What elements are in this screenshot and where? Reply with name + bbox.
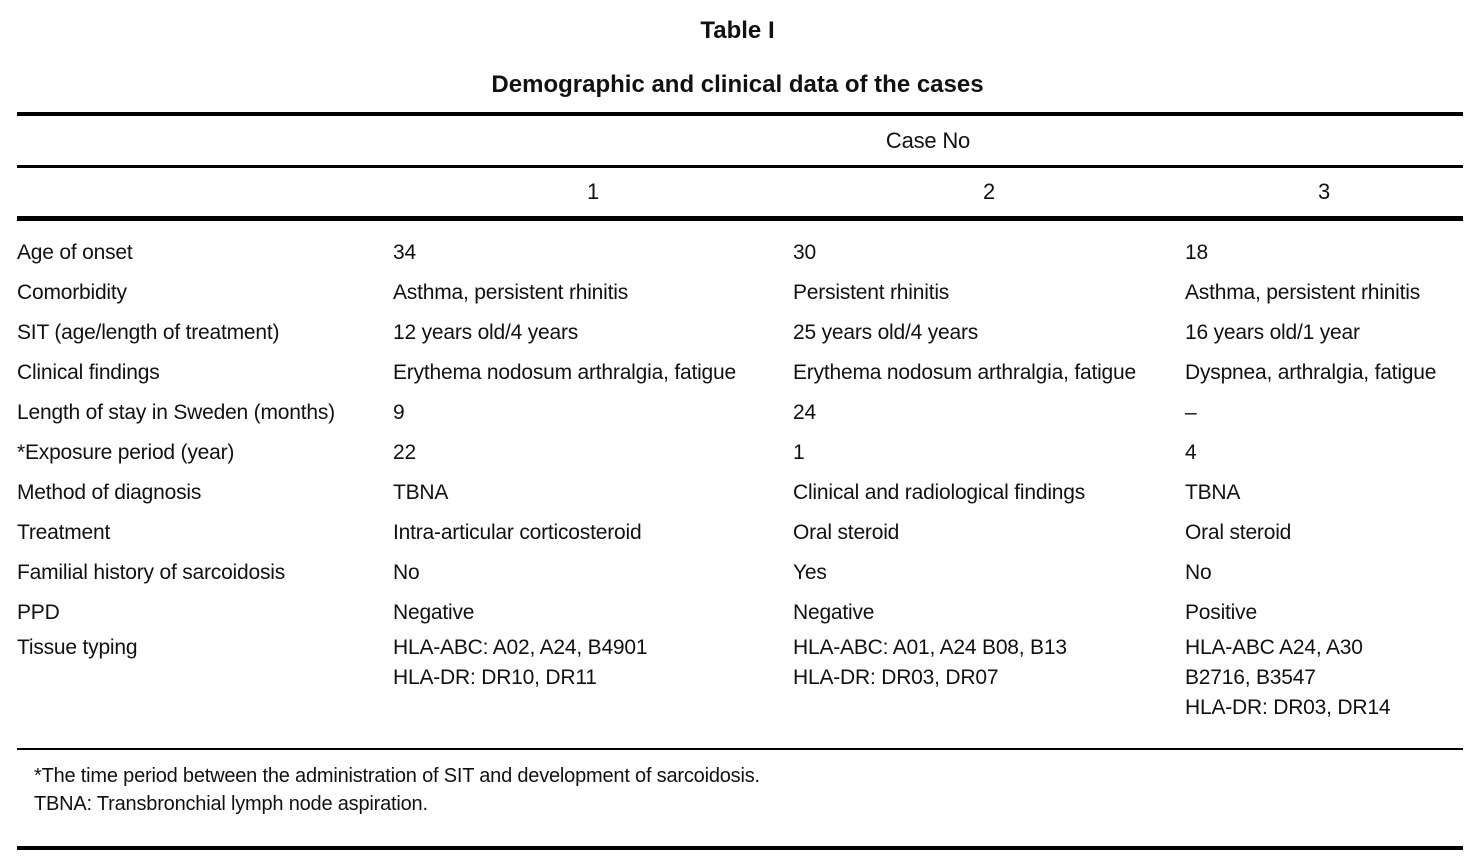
cell-case-1: Negative <box>393 601 475 624</box>
cell-case-1: 34 <box>393 241 416 264</box>
cell-case-2: Yes <box>793 561 827 584</box>
cell-case-2: Persistent rhinitis <box>793 281 950 304</box>
table-body: Age of onset 34 30 18 Comorbidity Asthma… <box>17 221 1463 748</box>
cell-case-1: HLA-ABC: A02, A24, B4901 HLA-DR: DR10, D… <box>393 636 648 689</box>
table: Case No 1 2 3 Age of onset 34 30 18 Como… <box>17 112 1463 850</box>
cell-case-1: Intra-articular corticosteroid <box>393 521 642 544</box>
cell-case-2: Oral steroid <box>793 521 900 544</box>
cell-case-2: Erythema nodosum arthralgia, fatigue <box>793 361 1136 384</box>
cell-case-2: Negative <box>793 601 875 624</box>
cell-case-1: TBNA <box>393 481 449 504</box>
body-top-rule <box>17 216 1463 221</box>
cell-case-2: 24 <box>793 401 816 424</box>
cell-case-3: 16 years old/1 year <box>1185 321 1360 344</box>
cell-case-3: 4 <box>1185 441 1197 464</box>
cell-case-3: Oral steroid <box>1185 521 1292 544</box>
cell-case-1: 9 <box>393 401 405 424</box>
footnote-tbna: TBNA: Transbronchial lymph node aspirati… <box>34 793 428 815</box>
footnote-top-rule <box>17 748 1463 750</box>
row-label-spacer <box>17 168 393 216</box>
cell-case-1: 12 years old/4 years <box>393 321 579 344</box>
cell-case-3: Positive <box>1185 601 1257 624</box>
cell-case-3: – <box>1185 401 1197 424</box>
header-divider-rule <box>17 165 1463 168</box>
cell-case-2: 25 years old/4 years <box>793 321 979 344</box>
table-title: Table I <box>700 17 775 44</box>
case-number-header-row: 1 2 3 <box>17 168 1463 216</box>
cell-case-1: Asthma, persistent rhinitis <box>393 281 629 304</box>
cell-case-1: No <box>393 561 420 584</box>
case-no-header: Case No <box>885 128 971 153</box>
cell-case-3: Asthma, persistent rhinitis <box>1185 281 1421 304</box>
row-label: Comorbidity <box>17 281 127 304</box>
row-label: Age of onset <box>17 241 133 264</box>
cell-case-1: 22 <box>393 441 416 464</box>
row-label: *Exposure period (year) <box>17 441 235 464</box>
case-column-header-1: 1 <box>586 179 600 204</box>
row-label: Treatment <box>17 521 111 544</box>
case-no-header-row: Case No <box>17 116 1463 165</box>
row-label: Length of stay in Sweden (months) <box>17 401 335 424</box>
cell-case-1: Erythema nodosum arthralgia, fatigue <box>393 361 736 384</box>
top-rule <box>17 112 1463 116</box>
cell-case-2: Clinical and radiological findings <box>793 481 1086 504</box>
row-label: SIT (age/length of treatment) <box>17 321 280 344</box>
cell-case-3: HLA-ABC A24, A30 B2716, B3547 HLA-DR: DR… <box>1185 636 1391 719</box>
case-column-header-3: 3 <box>1317 179 1331 204</box>
row-label: Clinical findings <box>17 361 160 384</box>
row-label: Method of diagnosis <box>17 481 202 504</box>
case-column-header-2: 2 <box>982 179 996 204</box>
cell-case-2: 1 <box>793 441 805 464</box>
cell-case-3: TBNA <box>1185 481 1241 504</box>
cell-case-2: 30 <box>793 241 816 264</box>
bottom-rule <box>17 846 1463 850</box>
footnote-exposure: *The time period between the administrat… <box>34 765 760 787</box>
footnotes: *The time period between the administrat… <box>17 750 1463 832</box>
cell-case-3: 18 <box>1185 241 1208 264</box>
row-label: Familial history of sarcoidosis <box>17 561 286 584</box>
row-label: Tissue typing <box>17 636 138 659</box>
cell-case-3: No <box>1185 561 1212 584</box>
row-label: PPD <box>17 601 60 624</box>
cell-case-3: Dyspnea, arthralgia, fatigue <box>1185 361 1437 384</box>
cell-case-2: HLA-ABC: A01, A24 B08, B13 HLA-DR: DR03,… <box>793 636 1067 689</box>
table-subtitle: Demographic and clinical data of the cas… <box>491 71 984 98</box>
